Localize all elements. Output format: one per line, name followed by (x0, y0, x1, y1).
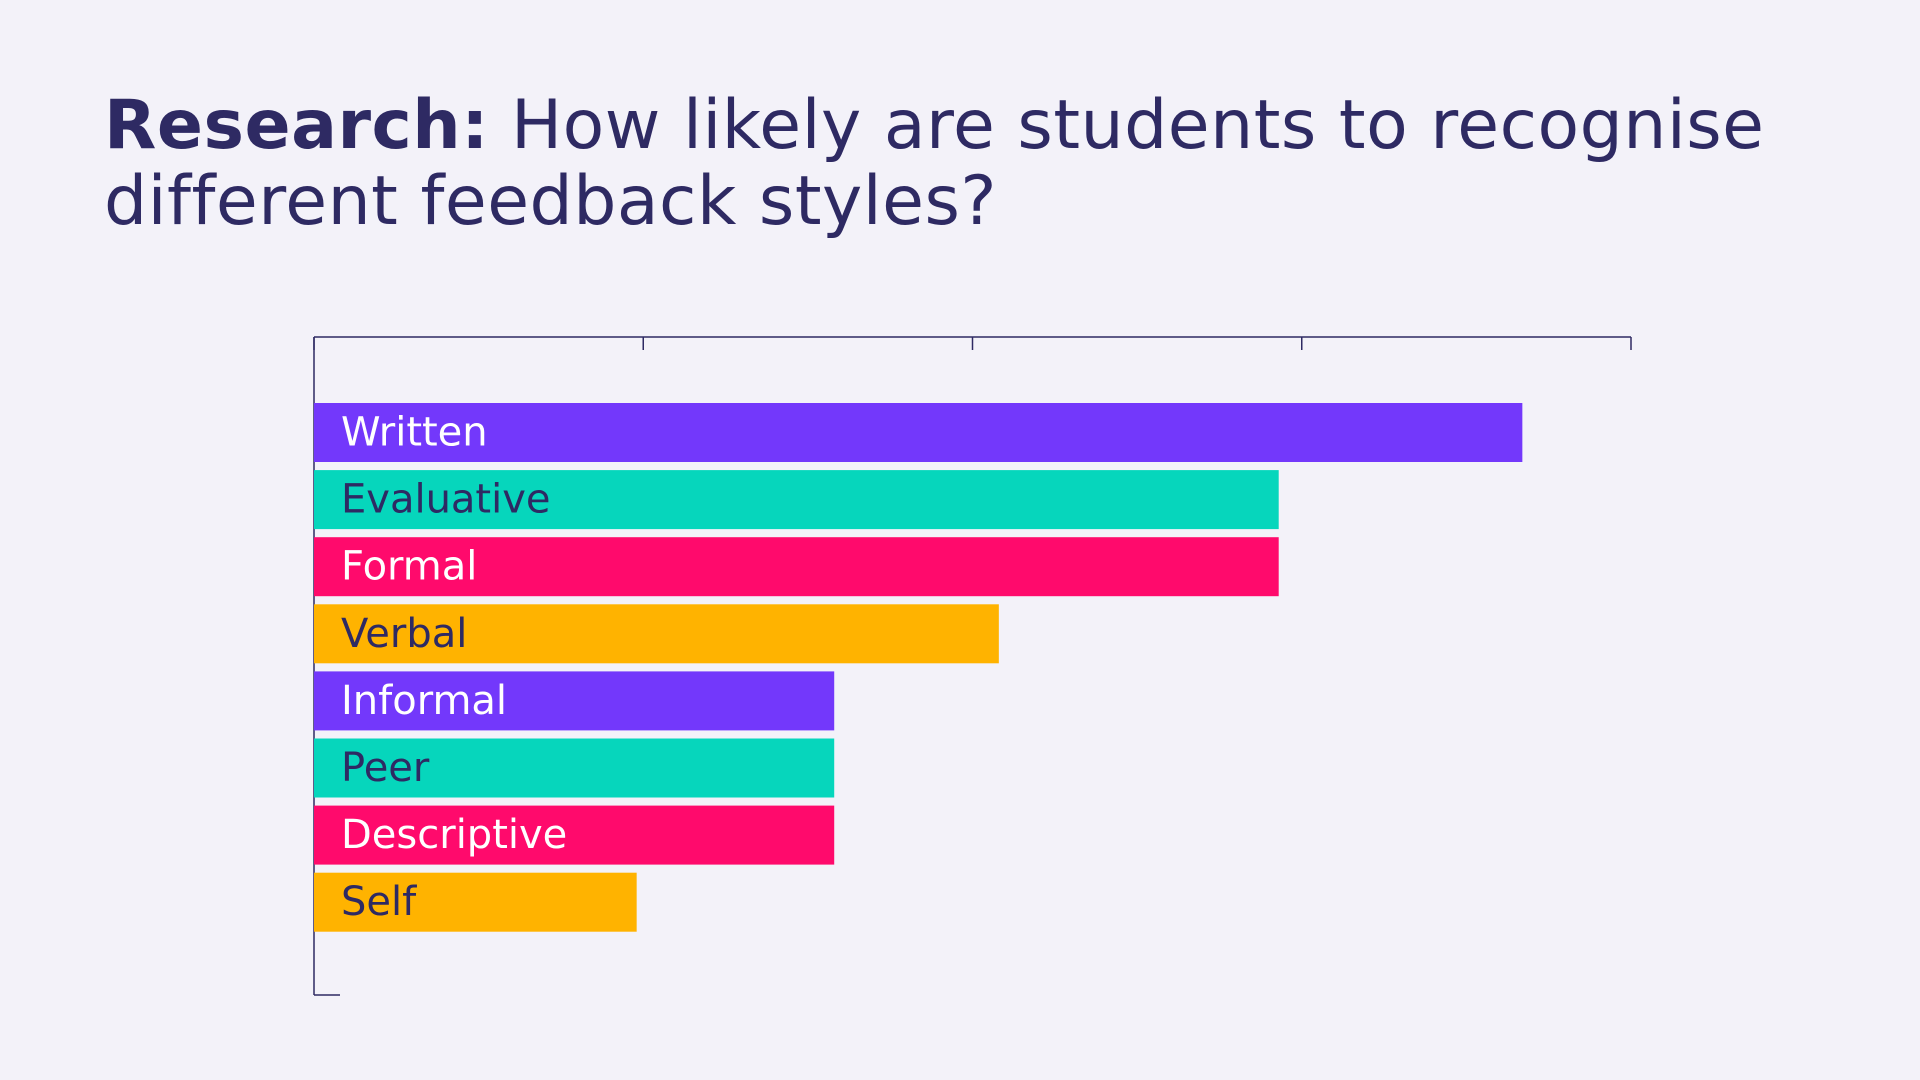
bar-label-evaluative: Evaluative (341, 477, 551, 523)
bar-peer (314, 738, 835, 798)
bar-label-self: Self (341, 879, 417, 925)
bar-layer: Written Evaluative Formal Verbal Informal Pee… (314, 403, 1523, 932)
bar-label-informal: Informal (341, 678, 507, 724)
bar-written (314, 403, 1523, 462)
title-text: How likely are students to recognise dif… (104, 86, 1765, 241)
title-lead: Research: (104, 86, 489, 165)
bar-label-descriptive: Descriptive (341, 812, 567, 858)
bar-verbal (314, 604, 999, 664)
bar-evaluative (314, 470, 1279, 530)
bar-descriptive (314, 805, 835, 865)
slide-title: Research: How likely are students to rec… (104, 88, 1804, 240)
bar-label-verbal: Verbal (341, 611, 467, 657)
bar-label-formal: Formal (341, 544, 477, 590)
bar-formal (314, 537, 1279, 597)
bar-label-peer: Peer (341, 745, 430, 791)
bar-informal (314, 671, 835, 731)
bar-label-written: Written (341, 410, 488, 456)
bar-self (314, 872, 637, 932)
